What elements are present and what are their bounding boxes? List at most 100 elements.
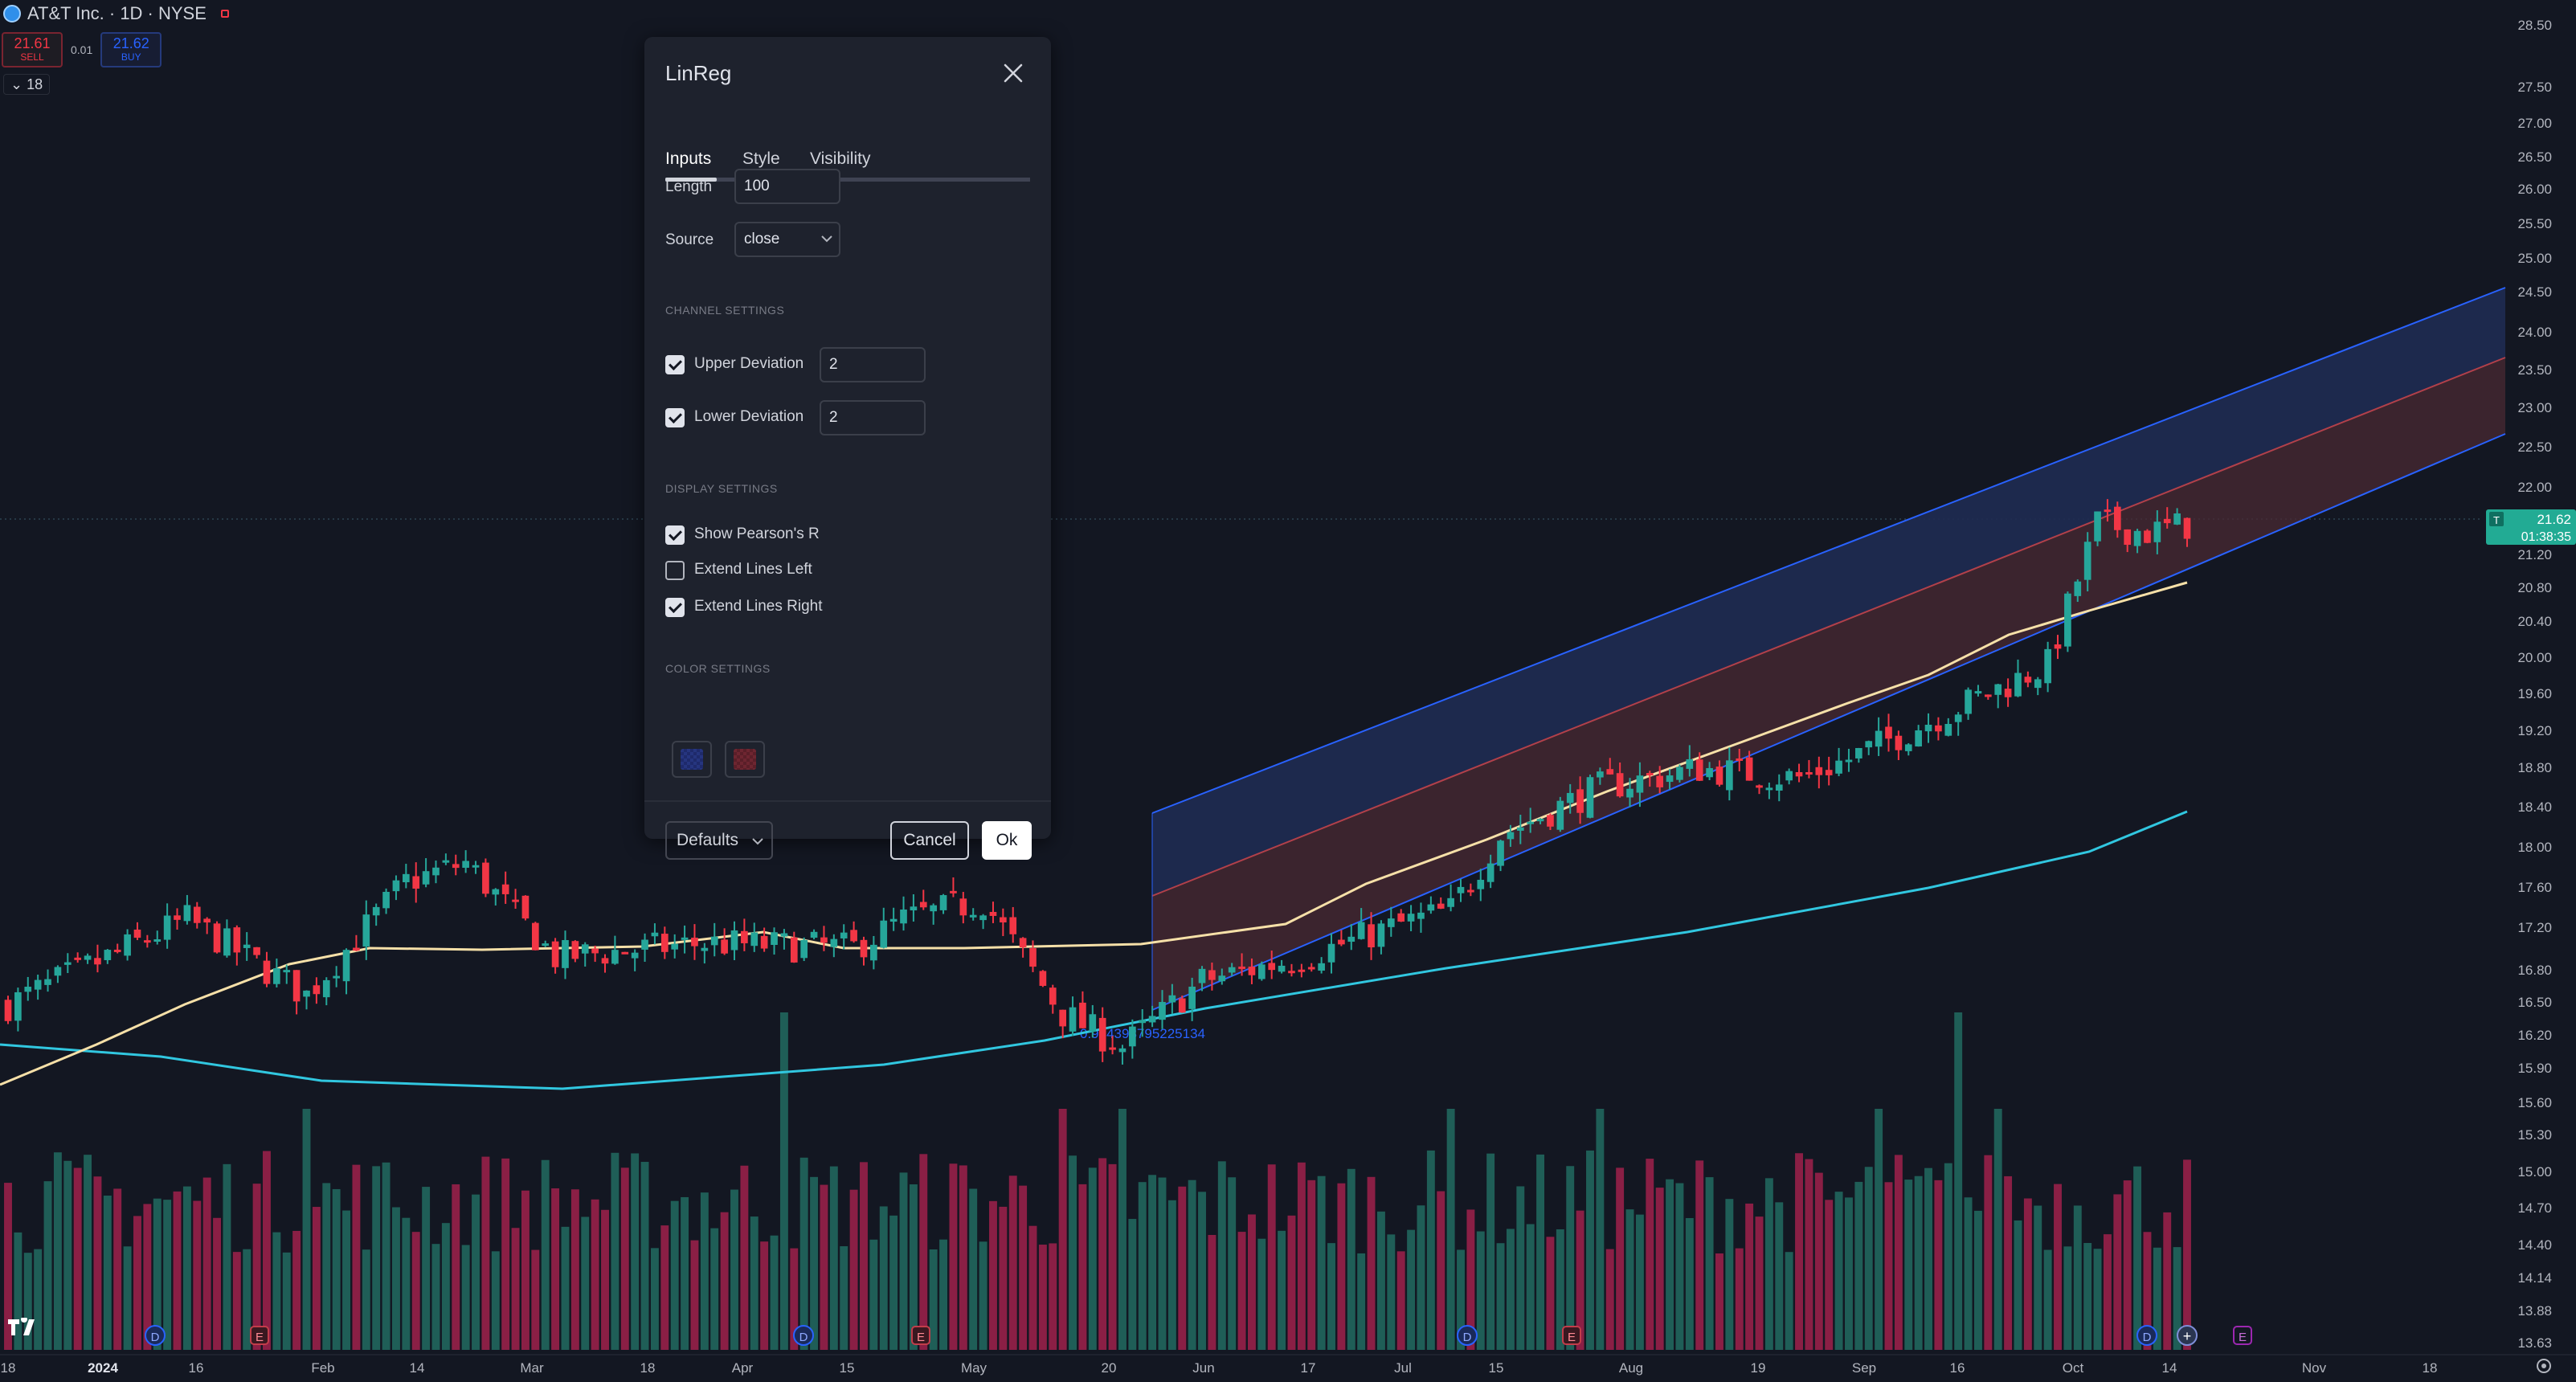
sell-label: SELL — [20, 51, 44, 63]
defaults-button[interactable]: Defaults — [665, 821, 773, 860]
symbol-legend[interactable]: AT&T Inc. · 1D · NYSE — [3, 3, 229, 24]
bar-countdown-label: 01:38:35 — [2521, 530, 2571, 544]
volume-bar — [1814, 1172, 1823, 1350]
volume-bar — [1666, 1179, 1674, 1350]
candle-body — [2133, 530, 2141, 546]
candle-body — [1756, 785, 1763, 788]
volume-bar — [342, 1210, 350, 1350]
volume-bar — [1108, 1163, 1117, 1350]
upper-color-swatch[interactable] — [672, 741, 712, 778]
candle-body — [1019, 938, 1027, 948]
show-pearson-checkbox[interactable] — [665, 525, 685, 545]
upper-deviation-input[interactable]: 2 — [820, 347, 926, 382]
volume-bar — [790, 1248, 799, 1350]
buy-button[interactable]: 21.62 BUY — [100, 32, 162, 67]
volume-bar — [611, 1152, 619, 1350]
dividend-letter: D — [151, 1331, 160, 1344]
candle-body — [1049, 987, 1057, 1005]
candle-body — [889, 918, 898, 922]
volume-bar — [362, 1249, 370, 1350]
lower-deviation-label: Lower Deviation — [694, 408, 804, 425]
source-select[interactable]: close — [734, 222, 840, 257]
lower-color-swatch[interactable] — [725, 741, 765, 778]
volume-bar — [332, 1188, 341, 1350]
volume-bar — [63, 1160, 72, 1350]
time-axis[interactable]: 18 2024 16 Feb 14 Mar 18 Apr 15 May 20 Jun 17 Jul 15 Au… — [0, 1354, 2576, 1376]
color-settings-heading: COLOR SETTINGS — [665, 662, 771, 675]
volume-bar — [382, 1162, 390, 1350]
cancel-button[interactable]: Cancel — [890, 821, 969, 860]
candle-body — [531, 922, 539, 951]
candle-body — [741, 930, 748, 943]
price-axis[interactable]: 28.50 27.50 27.00 26.50 26.00 25.50 25.00 24.50… — [2486, 18, 2576, 1373]
volume-bar — [322, 1183, 331, 1350]
show-pearson-label: Show Pearson's R — [694, 525, 820, 542]
price-tick-label: 21.20 — [2517, 547, 2552, 562]
volume-bar — [770, 1235, 779, 1350]
price-tick-label: 20.00 — [2517, 650, 2552, 665]
volume-bar — [1904, 1180, 1913, 1350]
candle-body — [1626, 788, 1634, 798]
candle-body — [482, 862, 489, 894]
volume-bar — [949, 1163, 958, 1350]
volume-bar — [700, 1192, 709, 1350]
ok-button[interactable]: Ok — [982, 821, 1032, 860]
candle-body — [1327, 943, 1335, 963]
volume-bar — [501, 1158, 510, 1350]
volume-bar — [750, 1216, 758, 1350]
candle-body — [1835, 760, 1842, 774]
volume-bar — [73, 1167, 82, 1350]
candle-body — [2024, 677, 2032, 683]
dividend-marker-circle — [145, 1325, 166, 1346]
ma50-line — [0, 581, 2188, 1086]
upper-deviation-checkbox[interactable] — [665, 355, 685, 374]
volume-bar — [601, 1209, 609, 1350]
length-input[interactable]: 100 — [734, 169, 840, 204]
candle-body — [681, 937, 689, 940]
candle-body — [1486, 863, 1494, 882]
tradingview-logo-icon[interactable] — [8, 1318, 40, 1337]
candle-body — [1597, 771, 1604, 778]
lower-deviation-input[interactable]: 2 — [820, 400, 926, 435]
tab-inputs[interactable]: Inputs — [665, 149, 712, 168]
volume-bar — [441, 1223, 450, 1350]
price-tick-label: 20.80 — [2517, 580, 2552, 595]
candle-body — [601, 958, 609, 964]
candle-body — [34, 979, 42, 990]
volume-bar — [43, 1181, 52, 1350]
candle-body — [1218, 975, 1226, 982]
candle-body — [1785, 771, 1793, 781]
earnings-marker-box — [250, 1326, 269, 1345]
candle-body — [1188, 986, 1196, 1009]
candle-body — [870, 944, 877, 961]
volume-bar — [511, 1228, 520, 1350]
sell-button[interactable]: 21.61 SELL — [2, 32, 63, 67]
volume-bar — [93, 1176, 102, 1350]
candle-body — [1079, 1002, 1086, 1028]
tab-style[interactable]: Style — [742, 149, 780, 168]
tab-visibility[interactable]: Visibility — [810, 149, 871, 168]
volume-bar — [690, 1240, 699, 1350]
price-tick-label: 17.20 — [2517, 920, 2552, 935]
volume-bar — [1566, 1166, 1575, 1350]
last-price-label: 21.62 — [2537, 512, 2571, 527]
candle-body — [1288, 971, 1295, 974]
indicators-toggle-button[interactable]: ⌄ 18 — [3, 74, 51, 95]
volume-bar — [969, 1188, 978, 1350]
candle-body — [2083, 542, 2091, 580]
regression-channel[interactable]: 0.944398795225134 — [1080, 287, 2506, 1041]
volume-bar — [1825, 1200, 1834, 1350]
candle-body — [133, 929, 141, 938]
extend-right-checkbox[interactable] — [665, 598, 685, 617]
candle-body — [1974, 691, 1982, 694]
volume-bar — [1287, 1215, 1296, 1350]
lower-deviation-checkbox[interactable] — [665, 408, 685, 427]
volume-bar — [1616, 1167, 1625, 1350]
candle-body — [660, 934, 669, 952]
volume-bar — [1049, 1243, 1057, 1350]
extend-left-checkbox[interactable] — [665, 561, 685, 580]
candle-body — [442, 860, 450, 863]
close-icon[interactable] — [1001, 61, 1025, 85]
earnings-letter: E — [256, 1331, 264, 1344]
